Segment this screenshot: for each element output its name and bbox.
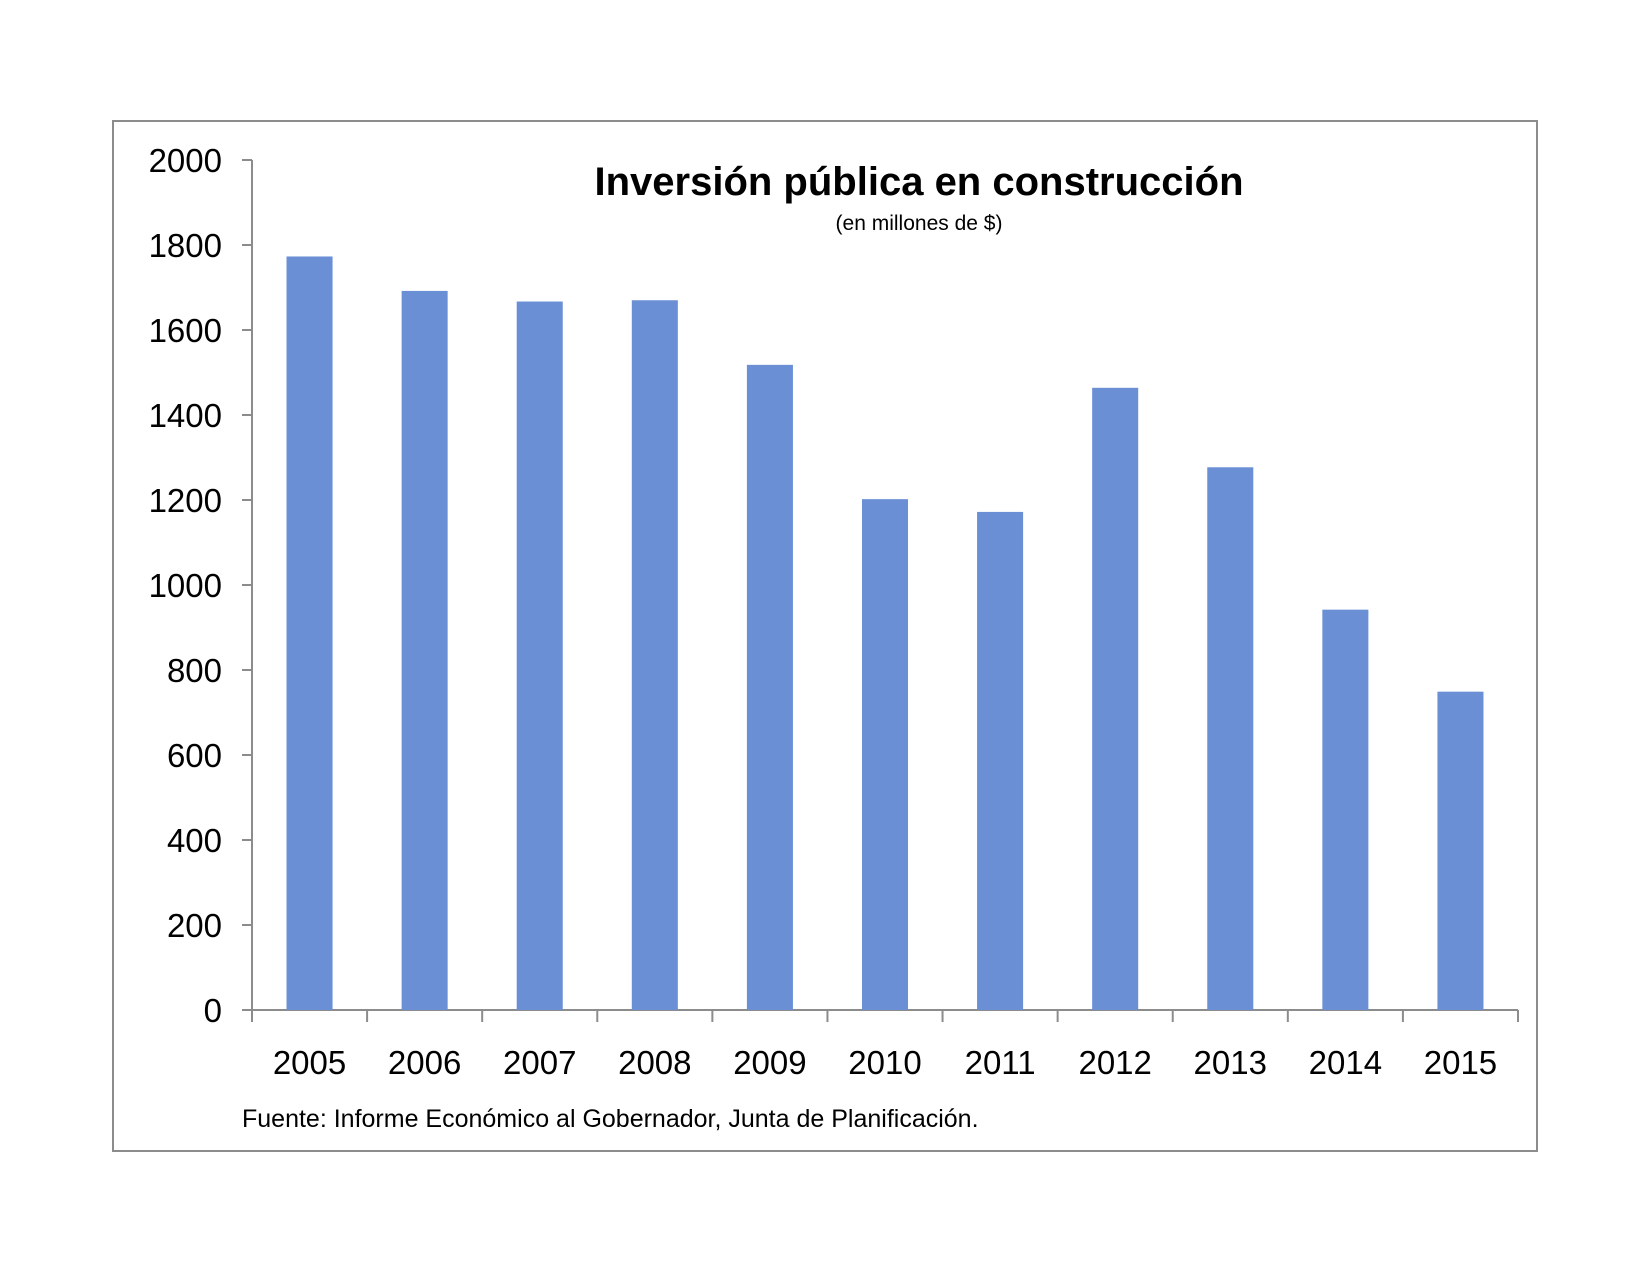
chart-subtitle: (en millones de $) xyxy=(836,212,1003,235)
y-tick-label: 1000 xyxy=(149,567,222,604)
chart-title: Inversión pública en construcción xyxy=(594,160,1243,204)
x-tick-label: 2007 xyxy=(503,1044,576,1081)
bar-2013 xyxy=(1207,467,1254,1010)
x-tick-label: 2014 xyxy=(1309,1044,1382,1081)
source-note: Fuente: Informe Económico al Gobernador,… xyxy=(242,1105,979,1133)
x-tick-label: 2006 xyxy=(388,1044,461,1081)
x-tick-label: 2009 xyxy=(733,1044,806,1081)
y-tick-label: 800 xyxy=(167,652,222,689)
y-tick-label: 1800 xyxy=(149,227,222,264)
bar-2015 xyxy=(1437,691,1484,1010)
bar-2011 xyxy=(977,511,1024,1010)
bar-2010 xyxy=(861,499,909,1010)
bar-2005 xyxy=(286,256,333,1011)
bar-2006 xyxy=(401,290,448,1010)
bar-chart: Inversión pública en construcción (en mi… xyxy=(149,142,1519,1133)
x-tick-label: 2013 xyxy=(1194,1044,1267,1081)
x-axis: 2005 2006 2007 2008 2009 2010 2011 2012 2013 2014… xyxy=(251,1009,1519,1081)
y-tick-label: 200 xyxy=(167,907,222,944)
bar-2009 xyxy=(746,364,793,1011)
x-tick-label: 2005 xyxy=(273,1044,346,1081)
x-tick-label: 2008 xyxy=(618,1044,691,1081)
x-tick-label: 2011 xyxy=(965,1044,1036,1081)
chart-frame: Inversión pública en construcción (en mi… xyxy=(112,120,1538,1152)
y-tick-label: 1400 xyxy=(149,397,222,434)
y-tick-label: 0 xyxy=(204,992,222,1029)
x-tick-label: 2010 xyxy=(848,1044,921,1081)
y-tick-label: 2000 xyxy=(149,142,222,179)
y-tick-label: 1600 xyxy=(149,312,222,349)
y-tick-label: 600 xyxy=(167,737,222,774)
bar-2014 xyxy=(1322,609,1369,1010)
y-tick-label: 1200 xyxy=(149,482,222,519)
bar-2012 xyxy=(1092,387,1139,1010)
x-tick-label: 2012 xyxy=(1078,1044,1151,1081)
y-axis: 0 200 400 600 800 1000 1200 1400 1600 1800 2000 xyxy=(149,142,253,1029)
y-tick-label: 400 xyxy=(167,822,222,859)
bar-2007 xyxy=(516,301,563,1010)
x-tick-label: 2015 xyxy=(1424,1044,1497,1081)
bar-2008 xyxy=(631,300,678,1010)
bars xyxy=(286,256,1484,1011)
